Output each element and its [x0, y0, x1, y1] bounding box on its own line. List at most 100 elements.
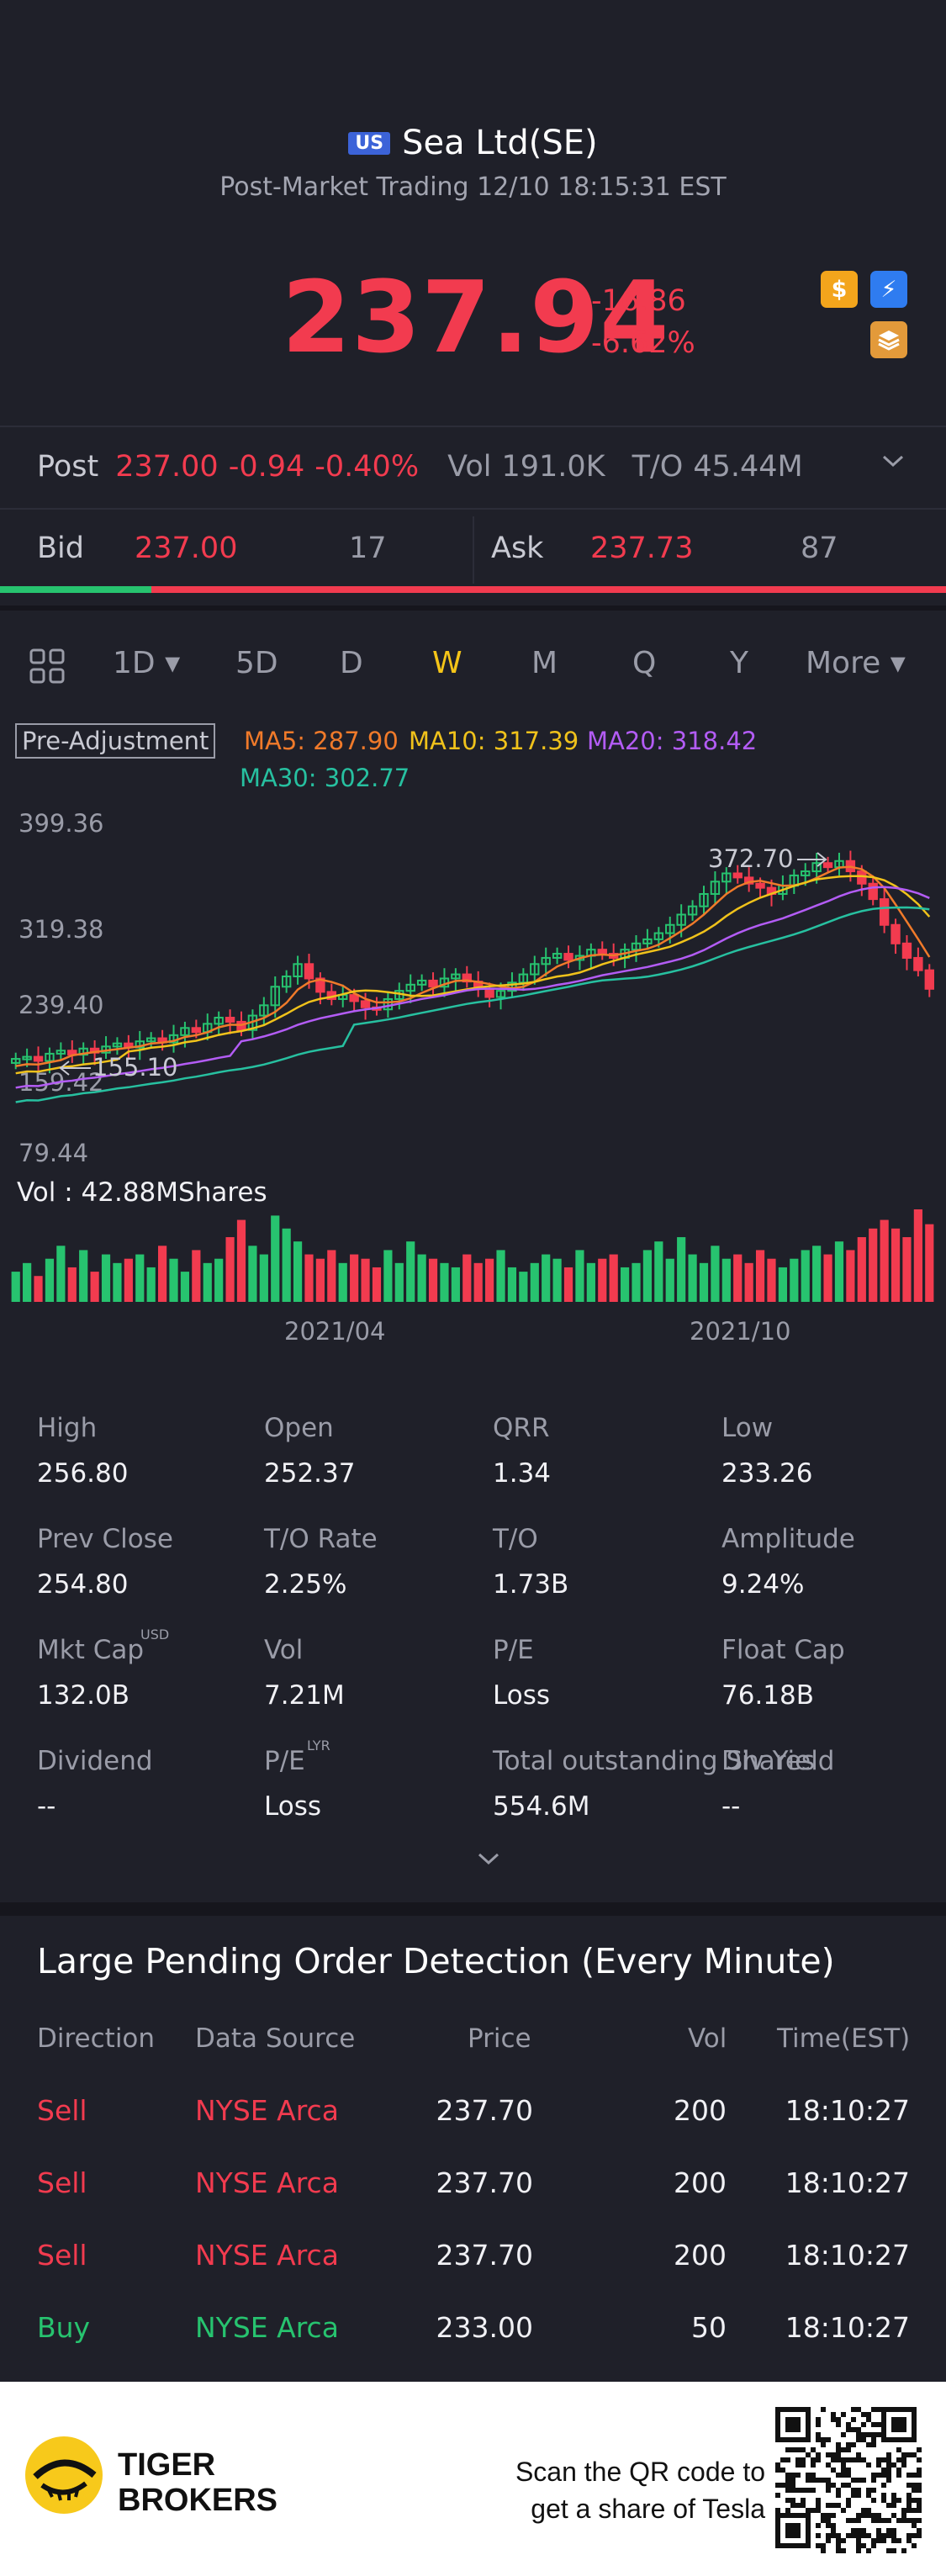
- post-vol-label: Vol: [447, 450, 492, 484]
- qr-module: [856, 2457, 861, 2462]
- qr-module: [917, 2457, 922, 2462]
- volume-label: Vol : 42.88MShares: [17, 1177, 267, 1208]
- qr-module: [866, 2508, 871, 2513]
- qr-module: [896, 2498, 901, 2503]
- post-to-label: T/O: [632, 450, 684, 484]
- brand-name: TIGER BROKERS: [118, 2447, 277, 2518]
- candle-body: [801, 870, 811, 876]
- stack-icon[interactable]: [870, 321, 907, 358]
- qr-module: [886, 2533, 891, 2538]
- qr-module: [826, 2513, 831, 2518]
- qr-module: [912, 2533, 917, 2538]
- volume-bar: [79, 1250, 88, 1302]
- stat-label: High: [37, 1413, 98, 1443]
- qr-module: [917, 2508, 922, 2513]
- tab-m[interactable]: M: [531, 646, 558, 680]
- orders-header-source: Data Source: [195, 2023, 356, 2054]
- adjustment-toggle[interactable]: Pre-Adjustment: [15, 723, 216, 759]
- qr-module: [876, 2473, 881, 2478]
- tab-1d[interactable]: 1D ▾: [113, 646, 181, 680]
- candle-body: [676, 913, 686, 926]
- order-source: NYSE Arca: [195, 2094, 339, 2127]
- qr-module: [806, 2478, 811, 2483]
- lightning-icon[interactable]: ⚡: [870, 271, 907, 308]
- scan-line-1: Scan the QR code to: [515, 2457, 765, 2487]
- qr-module: [912, 2488, 917, 2493]
- tab-w[interactable]: W: [432, 646, 462, 680]
- volume-bar: [542, 1254, 551, 1302]
- tab-more[interactable]: More ▾: [806, 646, 906, 680]
- qr-module: [906, 2493, 912, 2498]
- qr-module: [801, 2447, 806, 2452]
- stat-value: 1.34: [493, 1458, 552, 1489]
- order-source: NYSE Arca: [195, 2166, 339, 2199]
- volume-bar: [767, 1258, 776, 1302]
- chevron-down-icon[interactable]: [881, 452, 905, 473]
- candle-body: [214, 1017, 224, 1025]
- volume-bar: [790, 1258, 799, 1302]
- candle-body: [653, 932, 664, 940]
- volume-bar: [203, 1262, 212, 1302]
- expand-chevron-icon[interactable]: [476, 1850, 501, 1870]
- candle-body: [451, 973, 461, 980]
- volume-bar: [642, 1250, 653, 1302]
- qr-module: [856, 2543, 861, 2548]
- dollar-icon[interactable]: $: [821, 271, 858, 308]
- qr-module: [816, 2503, 821, 2508]
- candle-body: [879, 898, 890, 926]
- order-vol: 200: [674, 2239, 727, 2272]
- volume-bar: [394, 1262, 404, 1302]
- qr-module: [816, 2422, 821, 2427]
- orders-header-price: Price: [468, 2023, 531, 2054]
- qr-module: [861, 2528, 866, 2533]
- qr-module: [891, 2513, 896, 2518]
- tab-5d[interactable]: 5D: [235, 646, 278, 680]
- qr-module: [856, 2437, 861, 2442]
- stat-value: 2.25%: [264, 1569, 347, 1600]
- qr-module: [886, 2503, 891, 2508]
- tab-d[interactable]: D: [340, 646, 363, 680]
- qr-module: [917, 2518, 922, 2523]
- qr-module: [841, 2468, 846, 2473]
- qr-module: [826, 2483, 831, 2488]
- qr-module: [841, 2457, 846, 2462]
- candle-body: [416, 979, 427, 986]
- price-chart[interactable]: [0, 799, 946, 1304]
- qr-module: [821, 2442, 826, 2447]
- qr-module: [846, 2427, 851, 2432]
- post-change: -0.94: [228, 450, 305, 484]
- volume-bar: [101, 1254, 111, 1302]
- stat-value: 9.24%: [721, 1569, 805, 1600]
- qr-module: [876, 2432, 881, 2437]
- grid-icon[interactable]: [29, 648, 66, 692]
- orders-title: Large Pending Order Detection (Every Min…: [37, 1941, 835, 1981]
- qr-module: [861, 2432, 866, 2437]
- qr-module: [856, 2513, 861, 2518]
- candle-body: [699, 892, 709, 907]
- volume-bar: [507, 1267, 517, 1302]
- qr-module: [836, 2447, 841, 2452]
- qr-module: [841, 2412, 846, 2417]
- qr-module: [846, 2442, 851, 2447]
- qr-module: [851, 2533, 856, 2538]
- qr-module: [846, 2533, 851, 2538]
- qr-module: [836, 2543, 841, 2548]
- candle-body: [259, 1004, 269, 1017]
- volume-bar: [113, 1262, 122, 1302]
- qr-module: [912, 2518, 917, 2523]
- tab-q[interactable]: Q: [632, 646, 657, 680]
- stock-title-row: US Sea Ltd(SE): [0, 118, 946, 168]
- qr-module: [906, 2498, 912, 2503]
- qr-module: [831, 2452, 836, 2457]
- price-change-percent: -6.62%: [591, 326, 695, 360]
- qr-module: [856, 2452, 861, 2457]
- volume-bar: [485, 1258, 494, 1302]
- period-tabs: 1D ▾ 5D D W M Q Y More ▾: [0, 639, 946, 693]
- stat-label: Low: [721, 1413, 774, 1443]
- qr-module: [806, 2452, 811, 2457]
- volume-bar: [755, 1250, 765, 1302]
- candle-body: [811, 862, 822, 873]
- stat-label: P/E: [264, 1746, 305, 1776]
- qr-module: [826, 2437, 831, 2442]
- tab-y[interactable]: Y: [730, 646, 748, 680]
